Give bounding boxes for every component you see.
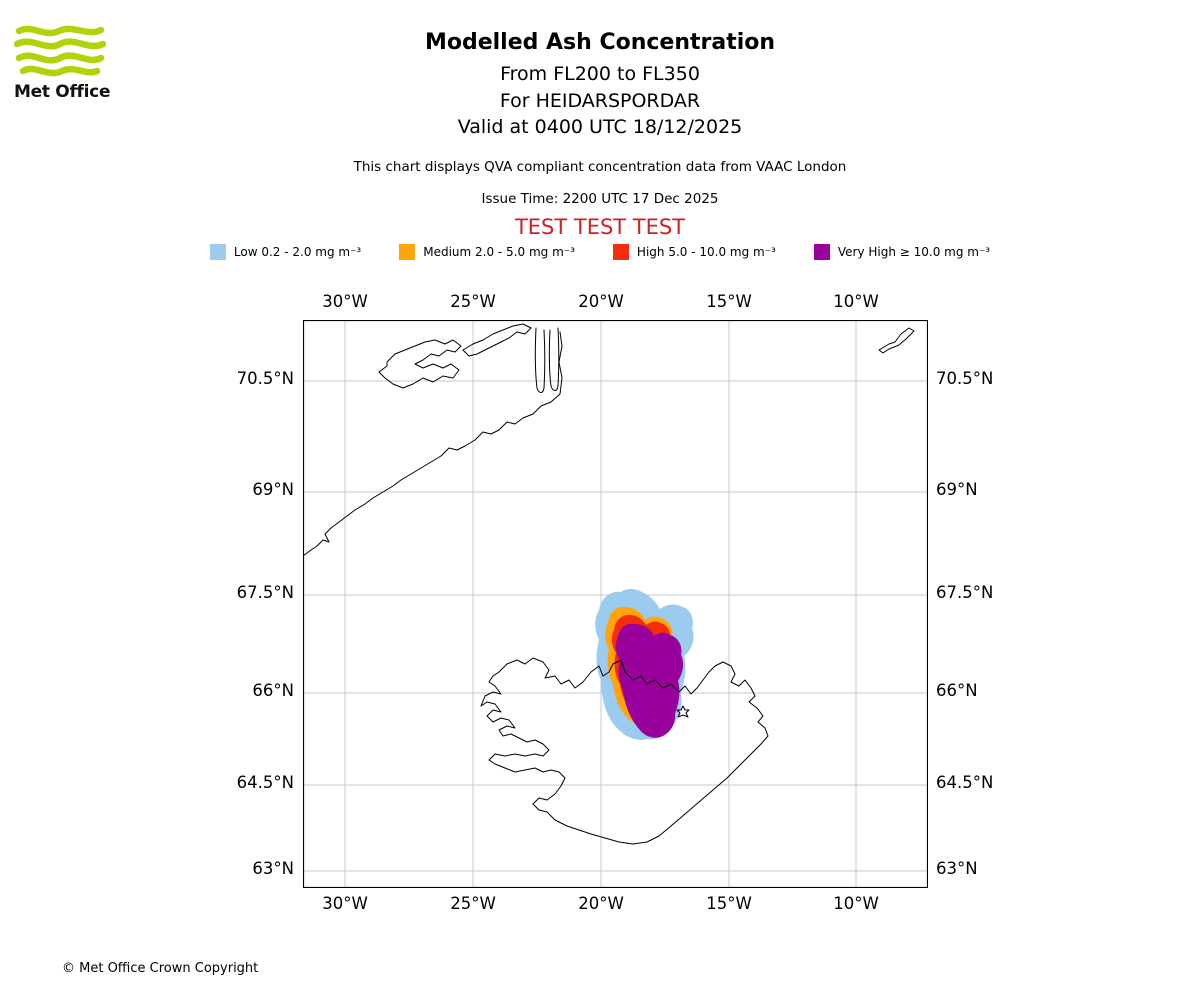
coastline-jan-mayen bbox=[878, 327, 915, 354]
legend-item-very-high: Very High ≥ 10.0 mg m⁻³ bbox=[813, 244, 991, 260]
legend: Low 0.2 - 2.0 mg m⁻³ Medium 2.0 - 5.0 mg… bbox=[0, 244, 1200, 260]
legend-item-low: Low 0.2 - 2.0 mg m⁻³ bbox=[209, 244, 362, 260]
coastline-greenland bbox=[303, 331, 563, 557]
page-title: Modelled Ash Concentration bbox=[424, 30, 776, 55]
legend-swatch-medium bbox=[399, 244, 416, 260]
legend-item-medium: Medium 2.0 - 5.0 mg m⁻³ bbox=[399, 244, 575, 260]
flight-levels-subtitle: From FL200 to FL350 bbox=[500, 63, 700, 85]
legend-label-low: Low 0.2 - 2.0 mg m⁻³ bbox=[233, 245, 362, 259]
map-border bbox=[303, 320, 928, 888]
legend-swatch-very-high bbox=[813, 244, 830, 260]
x-tick-top-20w: 20°W bbox=[578, 292, 624, 311]
met-office-waves-icon bbox=[14, 25, 106, 77]
issue-time: Issue Time: 2200 UTC 17 Dec 2025 bbox=[481, 191, 719, 207]
qva-note: This chart displays QVA compliant concen… bbox=[353, 159, 847, 175]
met-office-logo-text: Met Office bbox=[14, 82, 111, 102]
y-tick-left-64-5n: 64.5°N bbox=[236, 773, 294, 792]
y-tick-left-69n: 69°N bbox=[252, 480, 294, 499]
x-tick-top-25w: 25°W bbox=[450, 292, 496, 311]
y-tick-right-69n: 69°N bbox=[936, 480, 978, 499]
y-tick-right-63n: 63°N bbox=[936, 859, 978, 878]
volcano-marker-icon bbox=[676, 705, 690, 718]
valid-time-subtitle: Valid at 0400 UTC 18/12/2025 bbox=[457, 116, 743, 138]
x-tick-top-10w: 10°W bbox=[833, 292, 879, 311]
legend-label-very-high: Very High ≥ 10.0 mg m⁻³ bbox=[837, 245, 991, 259]
y-tick-left-63n: 63°N bbox=[252, 859, 294, 878]
y-tick-right-64-5n: 64.5°N bbox=[936, 773, 994, 792]
x-tick-bottom-30w: 30°W bbox=[322, 894, 368, 913]
x-tick-top-15w: 15°W bbox=[706, 292, 752, 311]
x-tick-bottom-15w: 15°W bbox=[706, 894, 752, 913]
y-tick-left-70-5n: 70.5°N bbox=[236, 369, 294, 388]
y-tick-left-66n: 66°N bbox=[252, 681, 294, 700]
legend-swatch-low bbox=[209, 244, 226, 260]
x-tick-bottom-20w: 20°W bbox=[578, 894, 624, 913]
met-office-logo: Met Office bbox=[14, 22, 114, 102]
y-tick-right-70-5n: 70.5°N bbox=[936, 369, 994, 388]
x-tick-bottom-25w: 25°W bbox=[450, 894, 496, 913]
legend-swatch-high bbox=[612, 244, 629, 260]
copyright-text: © Met Office Crown Copyright bbox=[62, 961, 259, 976]
coastline-greenland-peninsula bbox=[462, 323, 532, 357]
coastline-greenland-fjord-arm-1 bbox=[534, 327, 546, 393]
legend-label-medium: Medium 2.0 - 5.0 mg m⁻³ bbox=[423, 245, 575, 259]
coastline-iceland bbox=[480, 657, 769, 845]
volcano-subtitle: For HEIDARSPORDAR bbox=[499, 90, 701, 112]
x-tick-top-30w: 30°W bbox=[322, 292, 368, 311]
x-tick-bottom-10w: 10°W bbox=[833, 894, 879, 913]
legend-item-high: High 5.0 - 10.0 mg m⁻³ bbox=[612, 244, 776, 260]
coastline-greenland-fjords bbox=[378, 339, 462, 389]
test-banner: TEST TEST TEST bbox=[514, 215, 686, 239]
map-canvas bbox=[303, 320, 928, 888]
coastline-greenland-fjord-arm-2 bbox=[548, 327, 560, 391]
plume-contour-very-high bbox=[615, 623, 684, 738]
y-tick-right-67-5n: 67.5°N bbox=[936, 583, 994, 602]
y-tick-left-67-5n: 67.5°N bbox=[236, 583, 294, 602]
y-tick-right-66n: 66°N bbox=[936, 681, 978, 700]
legend-label-high: High 5.0 - 10.0 mg m⁻³ bbox=[636, 245, 776, 259]
